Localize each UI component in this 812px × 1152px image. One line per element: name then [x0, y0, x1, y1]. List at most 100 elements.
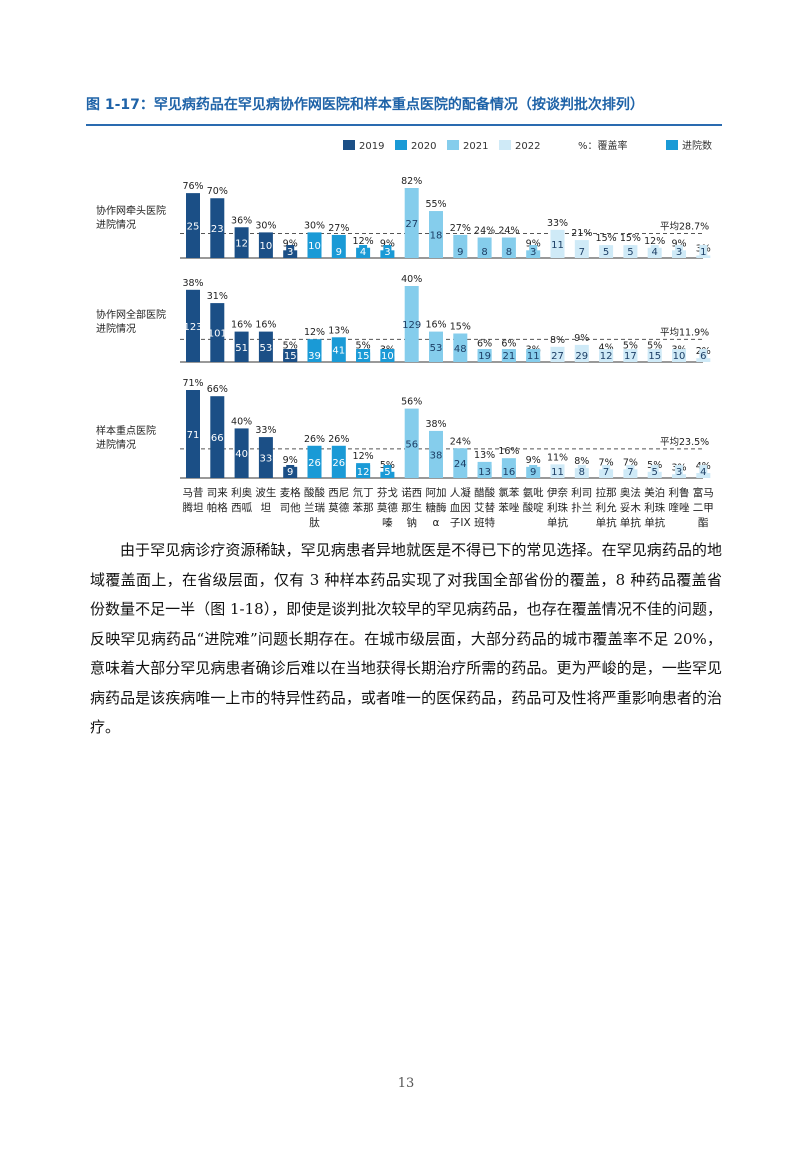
count-bg [602, 245, 611, 257]
count-bg [504, 245, 513, 257]
coverage-label: 16% [231, 320, 252, 331]
count-label: 41 [332, 346, 345, 357]
count-bg [356, 349, 371, 361]
bar [210, 303, 225, 362]
x-tick-label: 单抗 [644, 516, 665, 529]
body-text: 由于罕见病诊疗资源稀缺，罕见病患者异地就医是不得已下的常见选择。在罕见病药品的地… [90, 536, 722, 743]
count-label: 15 [357, 351, 370, 362]
coverage-label: 33% [547, 218, 568, 229]
coverage-label: 24% [474, 226, 495, 237]
x-tick-label: 醋酸 [474, 486, 495, 499]
coverage-label: 15% [620, 233, 641, 244]
coverage-label: 12% [353, 236, 374, 247]
count-label: 8 [481, 247, 487, 258]
x-tick-label: 利珠 [547, 501, 568, 514]
count-bg [480, 245, 489, 257]
coverage-label: 5% [623, 341, 638, 352]
count-label: 10 [381, 351, 394, 362]
count-bg [456, 245, 465, 257]
x-tick-label: 美泊 [644, 486, 665, 499]
coverage-label: 9% [671, 238, 686, 249]
x-tick-label: 血因 [450, 501, 471, 514]
count-label: 26 [308, 458, 321, 469]
bar [186, 390, 200, 478]
count-bg [383, 245, 392, 257]
count-label: 10 [673, 351, 686, 362]
average-label: 平均23.5% [660, 436, 709, 448]
count-bg [699, 465, 708, 477]
count-bg [477, 465, 492, 477]
count-label: 51 [235, 343, 248, 354]
legend-label: 2020 [411, 141, 436, 152]
coverage-label: 33% [255, 425, 276, 436]
x-tick-label: 酸啶 [523, 501, 544, 514]
count-label: 19 [478, 351, 491, 362]
body-paragraph: 由于罕见病诊疗资源稀缺，罕见病患者异地就医是不得已下的常见选择。在罕见病药品的地… [90, 541, 722, 736]
count-bg [383, 465, 392, 477]
count-label: 5 [603, 247, 609, 258]
x-tick-label: 氨吡 [523, 486, 544, 499]
x-tick-label: 富马 [693, 486, 714, 499]
count-bg [574, 349, 589, 361]
count-label: 53 [260, 343, 273, 354]
count-label: 10 [308, 241, 321, 252]
coverage-label: 9% [283, 238, 298, 249]
count-label: 12 [600, 351, 613, 362]
count-label: 11 [527, 351, 540, 362]
count-bg [599, 349, 614, 361]
x-tick-label: 莫德 [328, 501, 349, 514]
legend-label: 2021 [463, 141, 488, 152]
x-tick-label: 利奥 [231, 486, 252, 499]
bar [331, 445, 346, 478]
x-tick-label: 利珠 [644, 501, 665, 514]
count-bg [650, 245, 659, 257]
count-bg [283, 349, 298, 361]
count-label: 48 [454, 344, 467, 355]
coverage-label: 9% [380, 238, 395, 249]
count-label: 15 [648, 351, 661, 362]
count-label: 27 [551, 351, 564, 362]
bar [429, 331, 443, 362]
x-tick-label: 妥木 [620, 502, 641, 514]
bar [429, 211, 443, 258]
coverage-label: 9% [574, 333, 589, 344]
x-tick-label: 氘丁 [353, 486, 374, 499]
coverage-label: 16% [498, 446, 519, 457]
bar [453, 448, 468, 478]
coverage-label: 27% [450, 223, 471, 234]
count-label: 17 [624, 351, 637, 362]
count-label: 9 [530, 467, 536, 478]
count-label: 25 [187, 222, 200, 233]
bar [429, 430, 443, 478]
coverage-label: 30% [304, 220, 325, 231]
x-tick-label: 嗪 [382, 516, 393, 529]
bar [331, 337, 346, 362]
count-label: 26 [332, 458, 345, 469]
count-label: 101 [208, 329, 227, 340]
coverage-label: 76% [182, 181, 203, 192]
panel-label: 协作网全部医院 [96, 308, 166, 321]
average-label: 平均28.7% [660, 221, 709, 233]
legend-swatch [666, 140, 678, 150]
x-tick-label: 马昔 [183, 487, 204, 499]
count-label: 7 [579, 247, 585, 258]
coverage-label: 12% [644, 236, 665, 247]
coverage-label: 40% [231, 416, 252, 427]
x-tick-label: 西呱 [231, 501, 252, 514]
count-bg [650, 465, 659, 477]
coverage-label: 26% [328, 434, 349, 445]
count-label: 66 [211, 433, 224, 444]
x-tick-label: 兰瑞 [304, 501, 325, 514]
bar [210, 198, 225, 258]
count-bg [550, 465, 565, 477]
x-tick-label: 西尼 [328, 487, 349, 499]
coverage-label: 7% [623, 457, 638, 468]
panel-label: 进院情况 [96, 322, 136, 335]
bar [258, 232, 273, 258]
count-label: 53 [430, 343, 443, 354]
coverage-label: 4% [599, 342, 614, 353]
count-label: 15 [284, 351, 297, 362]
count-bg [286, 465, 295, 477]
